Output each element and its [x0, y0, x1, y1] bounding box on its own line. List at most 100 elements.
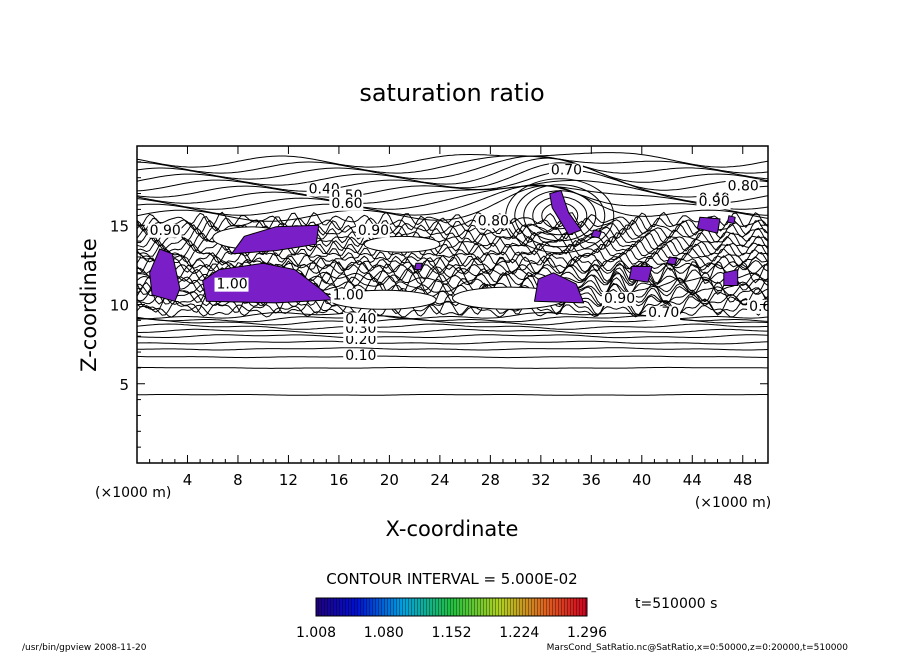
- contour-line: [137, 340, 768, 345]
- supersaturated-region: [590, 229, 602, 239]
- contour-line: [137, 179, 768, 204]
- contour-line: [137, 157, 768, 186]
- contour-line: [137, 303, 768, 318]
- contour-label: 0.90: [699, 194, 730, 210]
- contour-line: [137, 334, 768, 339]
- contour-label-bg: [548, 163, 583, 178]
- contour-line: [137, 185, 768, 210]
- contour-label-bg: [355, 223, 390, 238]
- supersaturated-region: [534, 272, 585, 304]
- colorbar-frame: [315, 597, 588, 617]
- contour-line: [137, 185, 768, 222]
- x-unit-label: (×1000 m): [695, 495, 771, 511]
- contour-line: [137, 255, 768, 272]
- contour-label: 0.40: [345, 312, 376, 328]
- supersaturated-region: [549, 189, 582, 236]
- contour-label: 1.00: [217, 277, 248, 293]
- supersaturated-region: [628, 266, 653, 283]
- footer-left: /usr/bin/gpview 2008-11-20: [22, 643, 147, 653]
- colorbar-label: 1.008: [296, 625, 336, 641]
- contour-line: [137, 155, 768, 174]
- contour-line: [137, 328, 768, 335]
- supersaturated-region: [231, 224, 320, 255]
- supersaturated-region: [149, 248, 181, 302]
- x-tick-label: 28: [481, 471, 500, 489]
- y-unit-label: (×1000 m): [95, 485, 171, 501]
- y-tick-label: 10: [110, 297, 129, 315]
- contour-line: [137, 219, 768, 236]
- contour-label-bg: [601, 291, 636, 306]
- contour-label: 1.00: [333, 288, 364, 304]
- contour-label: 0.70: [648, 305, 679, 321]
- x-tick-label: 24: [430, 471, 449, 489]
- contour-labels: 0.100.200.300.40 0.70 0.600.901.000.901.00…: [147, 163, 780, 364]
- contour-label: 0.90: [150, 223, 181, 239]
- contour-label: 0.60: [749, 299, 780, 315]
- contour-label-bg: [343, 312, 378, 327]
- contour-line: [137, 152, 768, 168]
- contour-lines: [137, 152, 768, 396]
- contour-label-bg: [725, 179, 760, 194]
- x-tick-label: 32: [531, 471, 550, 489]
- x-tick-label: 4: [183, 471, 193, 489]
- supersaturated-region: [727, 215, 736, 225]
- x-tick-label: 12: [279, 471, 298, 489]
- y-tick-label: 15: [110, 217, 129, 235]
- supersaturated-region: [723, 269, 739, 286]
- colorbar-label: 1.080: [364, 625, 404, 641]
- contour-interval-text: CONTOUR INTERVAL = 5.000E-02: [326, 570, 577, 588]
- x-axis-label: X-coordinate: [386, 517, 519, 541]
- supersaturated-region: [696, 216, 721, 234]
- contour-line: [137, 243, 768, 257]
- contour-label-bg: [747, 299, 768, 314]
- x-tick-label: 36: [582, 471, 601, 489]
- contour-label: 0.10: [345, 348, 376, 364]
- time-label: t=510000 s: [635, 596, 717, 612]
- contour-line: [137, 347, 768, 351]
- supersaturated-region: [666, 256, 678, 266]
- x-tick-label: 44: [683, 471, 702, 489]
- x-tick-label: 40: [632, 471, 651, 489]
- y-axis-label: Z-coordinate: [77, 238, 101, 372]
- contour-pocket: [363, 235, 441, 253]
- y-axis-ticks: 5 10 15: [110, 161, 768, 448]
- x-tick-label: 48: [733, 471, 752, 489]
- x-tick-label: 16: [329, 471, 348, 489]
- contour-label-bg: [330, 288, 365, 303]
- colorbar-label: 1.152: [431, 625, 471, 641]
- contour-label-bg: [696, 195, 731, 210]
- x-tick-label: 20: [380, 471, 399, 489]
- contour-line: [137, 184, 768, 216]
- x-tick-label: 8: [233, 471, 243, 489]
- contour-line: [137, 155, 768, 180]
- contour-line: [137, 355, 768, 359]
- contour-line: [514, 184, 606, 248]
- contour-label: 0.60: [331, 196, 362, 212]
- contour-label: 0.80: [728, 178, 759, 194]
- colorbar-label: 1.224: [499, 625, 539, 641]
- supersaturated-region: [202, 262, 334, 304]
- contour-label-bg: [214, 277, 249, 292]
- contour-line: [137, 162, 768, 192]
- contour-label: 0.90: [604, 291, 635, 307]
- supersaturated-regions: [149, 189, 739, 304]
- supersaturated-region: [414, 262, 423, 271]
- colorbar-labels: 1.008 1.080 1.152 1.224 1.296: [296, 625, 607, 641]
- contour-line: [137, 323, 768, 330]
- colorbar-label: 1.296: [567, 625, 607, 641]
- contour-label-bg: [343, 348, 378, 363]
- footer-right: MarsCond_SatRatio.nc@SatRatio,x=0:50000,…: [547, 643, 849, 653]
- contour-line: [137, 366, 768, 369]
- x-axis-ticks: 4 8 12 16 20 24 28 32 36 40 44 48: [149, 146, 756, 489]
- contour-label-bg: [475, 214, 510, 229]
- chart-title: saturation ratio: [359, 79, 544, 107]
- contour-line: [137, 394, 768, 396]
- contour-label: 0.20: [345, 332, 376, 348]
- contour-line: [137, 170, 768, 198]
- contour-label-bg: [147, 223, 182, 238]
- contour-label: 0.70: [551, 163, 582, 179]
- contour-label-bg: [646, 306, 681, 321]
- y-tick-label: 5: [119, 376, 129, 394]
- contour-label: 0.90: [358, 223, 389, 239]
